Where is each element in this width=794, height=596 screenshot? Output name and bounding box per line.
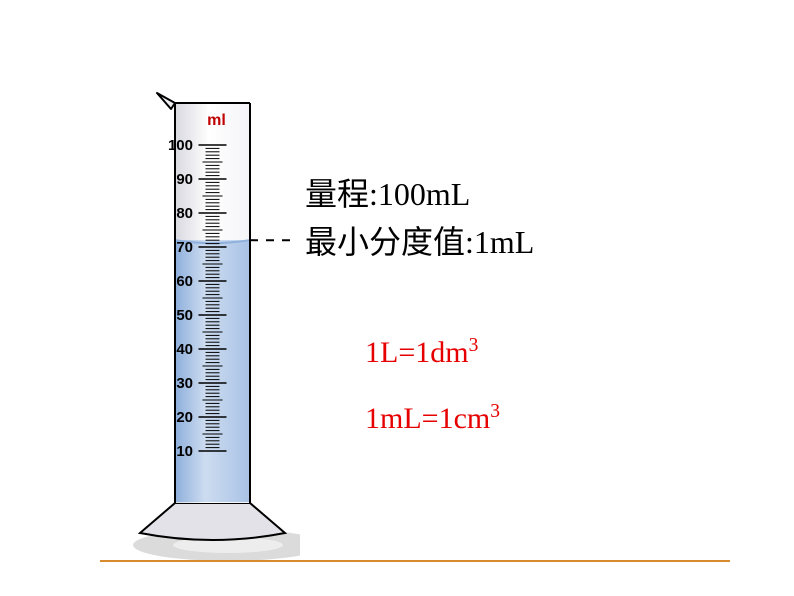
svg-text:30: 30 xyxy=(176,375,193,392)
conversion-block: 1L=1dm3 1mL=1cm3 xyxy=(365,320,500,452)
svg-text:50: 50 xyxy=(176,307,193,324)
svg-text:20: 20 xyxy=(176,409,193,426)
graduated-cylinder: 100 90 80 70 60 50 40 30 20 10 ml xyxy=(100,85,300,575)
conv1-sup: 3 xyxy=(469,335,479,356)
conversion-line-1: 1L=1dm3 xyxy=(365,320,500,386)
spec-text-block: 量程:100mL 最小分度值:1mL xyxy=(305,170,534,266)
conv1-prefix: 1L=1dm xyxy=(365,336,469,369)
conv2-sup: 3 xyxy=(490,401,500,422)
svg-text:60: 60 xyxy=(176,273,193,290)
svg-text:100: 100 xyxy=(168,137,193,154)
bottom-rule xyxy=(100,560,730,562)
division-label: 最小分度值:1mL xyxy=(305,218,534,266)
svg-text:ml: ml xyxy=(207,112,226,129)
svg-text:70: 70 xyxy=(176,239,193,256)
svg-text:80: 80 xyxy=(176,205,193,222)
svg-text:10: 10 xyxy=(176,443,193,460)
svg-text:90: 90 xyxy=(176,171,193,188)
range-label: 量程:100mL xyxy=(305,170,534,218)
conversion-line-2: 1mL=1cm3 xyxy=(365,386,500,452)
svg-text:40: 40 xyxy=(176,341,193,358)
conv2-prefix: 1mL=1cm xyxy=(365,402,490,435)
